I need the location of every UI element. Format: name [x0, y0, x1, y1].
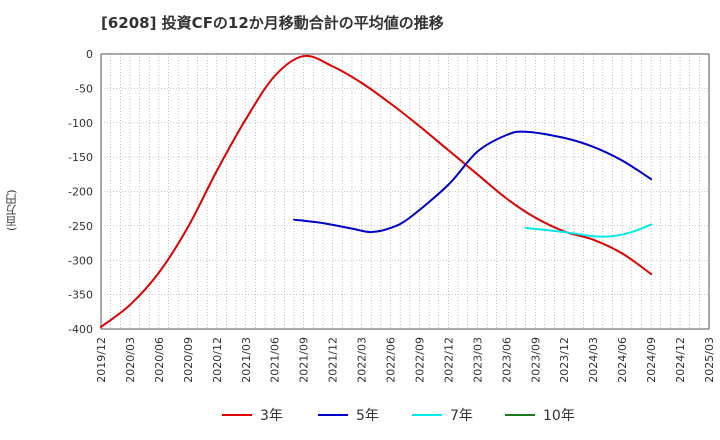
series-line-1: [100, 54, 653, 328]
x-tick-label: 2021/06: [269, 337, 282, 383]
legend-swatch-3y: [222, 414, 252, 416]
x-tick-label: 2022/12: [442, 337, 455, 383]
legend-swatch-5y: [318, 414, 348, 416]
legend-swatch-7y: [412, 414, 442, 416]
x-tick-label: 2023/03: [471, 337, 484, 383]
x-tick-label: 2021/03: [240, 337, 253, 383]
legend-label-5y: 5年: [356, 408, 379, 424]
legend-item-3y: 3年: [222, 403, 283, 427]
legend-item-5y: 5年: [318, 403, 379, 427]
series-lines: [100, 54, 653, 328]
chart-title: [6208] 投資CFの12か月移動合計の平均値の推移: [101, 14, 444, 32]
y-tick-label: -200: [68, 186, 93, 199]
y-tick-label: -50: [75, 82, 93, 95]
x-tick-label: 2024/09: [645, 337, 658, 383]
legend-item-10y: 10年: [505, 403, 575, 427]
x-tick-label: 2020/06: [153, 337, 166, 383]
y-tick-label: -250: [68, 220, 93, 233]
legend-label-3y: 3年: [260, 408, 283, 424]
series-line-3: [524, 223, 653, 238]
series-line-2: [293, 130, 653, 234]
x-tick-label: 2023/09: [529, 337, 542, 383]
x-tick-label: 2022/03: [356, 337, 369, 383]
x-tick-label: 2020/12: [211, 337, 224, 383]
x-tick-label: 2023/12: [558, 337, 571, 383]
legend-swatch-10y: [505, 414, 535, 416]
y-tick-label: -400: [68, 323, 93, 336]
x-tick-label: 2021/09: [298, 337, 311, 383]
legend: 3年 5年 7年 10年: [0, 403, 720, 427]
y-tick-label: -300: [68, 254, 93, 267]
x-tick-label: 2020/09: [182, 337, 195, 383]
y-tick-label: 0: [86, 48, 93, 61]
x-tick-label: 2024/03: [587, 337, 600, 383]
x-tick-label: 2019/12: [95, 337, 108, 383]
plot-frame: [100, 53, 710, 330]
y-tick-label: -150: [68, 151, 93, 164]
legend-label-10y: 10年: [543, 408, 575, 424]
y-tick-label: -350: [68, 289, 93, 302]
x-tick-label: 2022/06: [385, 337, 398, 383]
x-tick-label: 2024/12: [674, 337, 687, 383]
legend-item-7y: 7年: [412, 403, 473, 427]
grid-lines: [101, 53, 709, 330]
x-tick-label: 2021/12: [327, 337, 340, 383]
x-tick-label: 2025/03: [703, 337, 716, 383]
x-tick-label: 2020/03: [124, 337, 137, 383]
x-tick-label: 2024/06: [616, 337, 629, 383]
x-tick-label: 2023/06: [500, 337, 513, 383]
legend-label-7y: 7年: [450, 408, 473, 424]
y-tick-label: -100: [68, 117, 93, 130]
x-tick-label: 2022/09: [413, 337, 426, 383]
